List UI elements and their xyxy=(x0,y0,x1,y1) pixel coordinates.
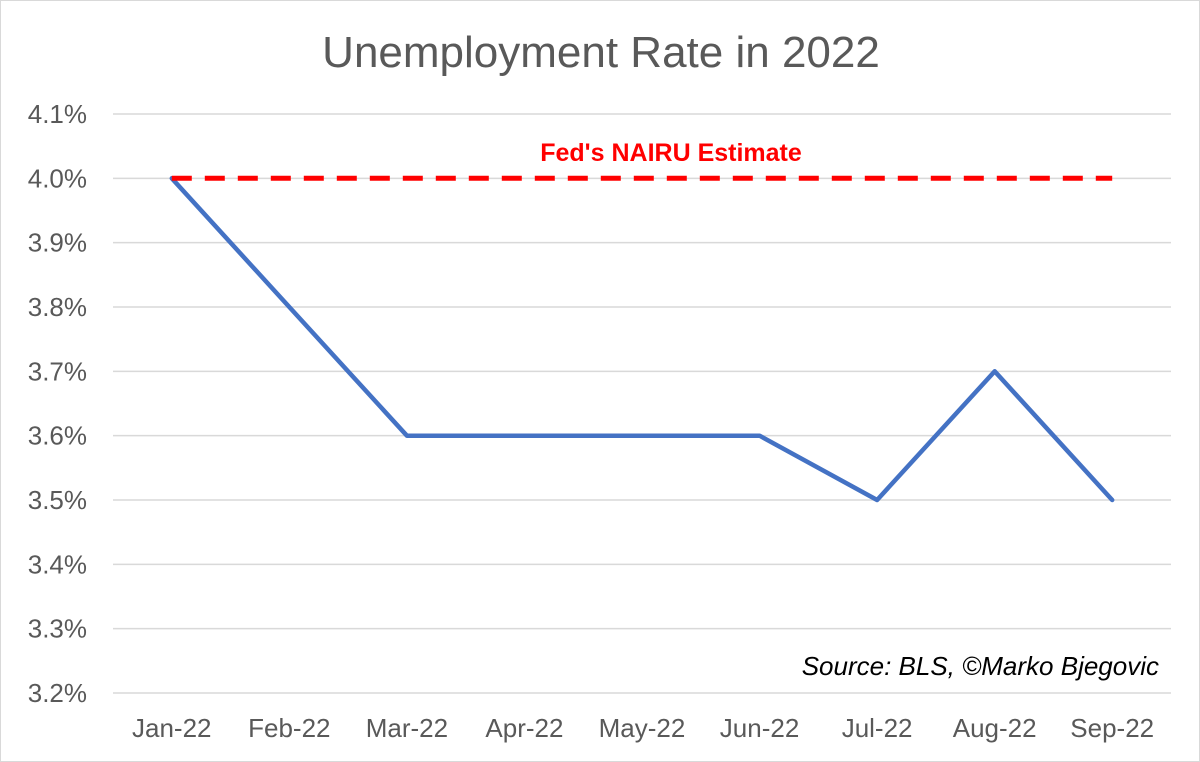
x-tick-label: Mar-22 xyxy=(366,713,448,743)
x-tick-label: Feb-22 xyxy=(248,713,330,743)
gridlines xyxy=(113,113,1171,694)
x-tick-label: Jun-22 xyxy=(720,713,800,743)
x-tick-label: Sep-22 xyxy=(1070,713,1154,743)
y-tick-label: 3.4% xyxy=(28,549,87,579)
x-tick-label: May-22 xyxy=(599,713,686,743)
source-annotation: Source: BLS, ©Marko Bjegovic xyxy=(802,651,1159,681)
nairu-annotation: Fed's NAIRU Estimate xyxy=(540,139,802,167)
x-tick-label: Jul-22 xyxy=(842,713,913,743)
y-tick-label: 3.8% xyxy=(28,292,87,322)
y-tick-label: 3.7% xyxy=(28,356,87,386)
y-axis-tick-labels: 3.2% 3.3% 3.4% 3.5% 3.6% 3.7% 3.8% 3.9% 4.0% 4.1% xyxy=(28,99,87,708)
y-tick-label: 4.0% xyxy=(28,163,87,193)
x-tick-label: Apr-22 xyxy=(485,713,563,743)
chart-title: Unemployment Rate in 2022 xyxy=(322,28,880,77)
y-tick-label: 3.6% xyxy=(28,421,87,451)
unemployment-rate-line xyxy=(169,176,1115,503)
y-tick-label: 3.2% xyxy=(28,678,87,708)
series-lines xyxy=(169,175,1115,503)
y-tick-label: 3.3% xyxy=(28,614,87,644)
x-tick-label: Aug-22 xyxy=(953,713,1037,743)
y-tick-label: 3.5% xyxy=(28,485,87,515)
x-tick-label: Jan-22 xyxy=(132,713,212,743)
x-axis-tick-labels: Jan-22 Feb-22 Mar-22 Apr-22 May-22 Jun-22 Jul-… xyxy=(132,713,1154,743)
y-tick-label: 3.9% xyxy=(28,228,87,258)
y-tick-label: 4.1% xyxy=(28,99,87,129)
